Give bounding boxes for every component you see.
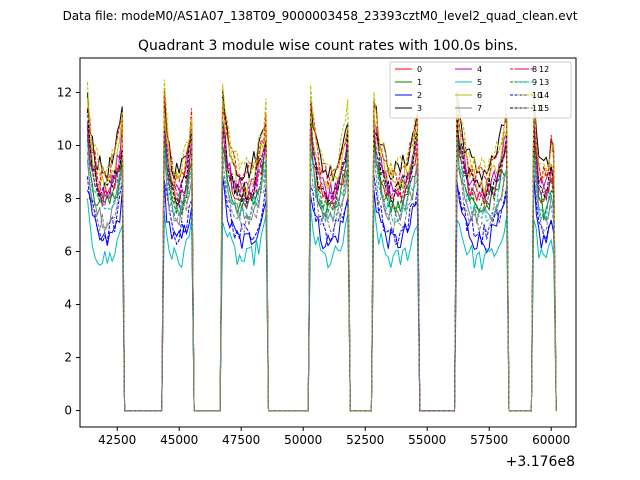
y-axis: 0 2 4 6 8 10 12 (57, 85, 80, 418)
legend-label-14: 14 (539, 91, 549, 100)
legend-label-12: 12 (539, 65, 549, 74)
legend-label-11: 11 (532, 104, 542, 113)
y-tick-label: 2 (64, 351, 72, 365)
legend-box (389, 61, 572, 119)
x-tick-label: 42500 (98, 433, 136, 447)
series-line-6 (86, 97, 557, 412)
legend-label-2: 2 (417, 91, 422, 100)
y-tick-label: 6 (64, 245, 72, 259)
legend-label-4: 4 (477, 65, 482, 74)
legend-label-10: 10 (532, 91, 542, 100)
series-line-10 (86, 174, 557, 412)
legend-label-3: 3 (417, 104, 422, 113)
x-tick-label: 57500 (470, 433, 508, 447)
legend-label-6: 6 (477, 91, 482, 100)
x-tick-label: 52500 (346, 433, 384, 447)
legend-label-15: 15 (539, 104, 549, 113)
y-tick-label: 4 (64, 298, 72, 312)
x-offset-text: +3.176e8 (506, 454, 575, 470)
x-axis: 42500 45000 47500 50000 52500 55000 57500 60000 (98, 427, 570, 447)
series-line-7 (86, 146, 557, 412)
series-line-3 (86, 89, 557, 412)
series-layer (86, 79, 557, 412)
series-line-11 (86, 109, 557, 412)
series-line-8 (86, 88, 557, 412)
legend-label-9: 9 (532, 78, 537, 87)
series-line-1 (86, 132, 557, 412)
series-line-12 (86, 118, 557, 412)
y-tick-label: 10 (57, 138, 72, 152)
legend-label-0: 0 (417, 65, 422, 74)
file-suptitle: Data file: modeM0/AS1A07_138T09_90000034… (63, 9, 578, 23)
x-tick-label: 60000 (532, 433, 570, 447)
x-tick-label: 45000 (160, 433, 198, 447)
series-line-2 (86, 173, 557, 412)
legend-label-8: 8 (532, 65, 537, 74)
legend-label-7: 7 (477, 104, 482, 113)
legend-label-1: 1 (417, 78, 422, 87)
legend-label-13: 13 (539, 78, 549, 87)
y-tick-label: 8 (64, 191, 72, 205)
x-tick-label: 50000 (284, 433, 322, 447)
series-line-14 (86, 79, 557, 412)
x-tick-label: 55000 (408, 433, 446, 447)
y-tick-label: 0 (64, 404, 72, 418)
y-tick-label: 12 (57, 85, 72, 99)
series-line-13 (86, 137, 557, 412)
plot-frame (79, 57, 577, 428)
x-tick-label: 47500 (222, 433, 260, 447)
legend-label-5: 5 (477, 78, 482, 87)
chart-title: Quadrant 3 module wise count rates with … (138, 38, 518, 54)
series-line-9 (86, 122, 557, 412)
series-line-5 (86, 198, 557, 412)
